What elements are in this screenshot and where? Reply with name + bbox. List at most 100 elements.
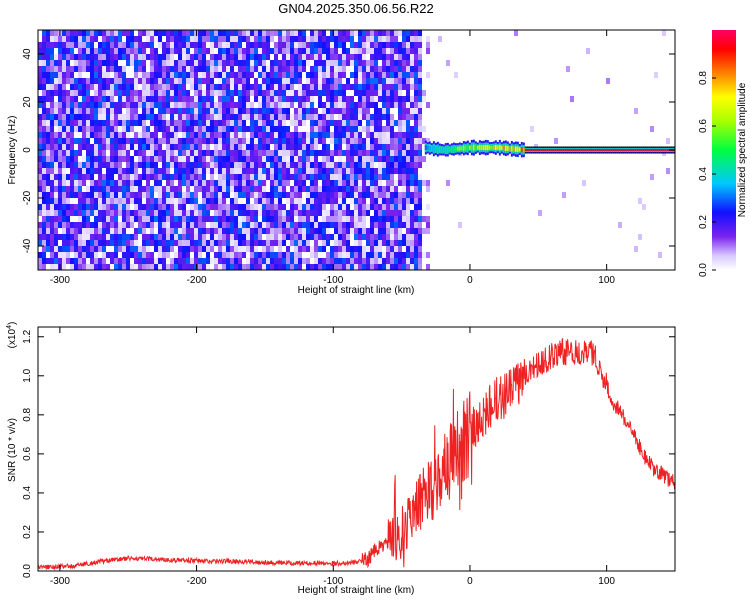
heatmap-cell [154, 30, 158, 36]
x-tick-label: -100 [323, 576, 343, 587]
heatmap-cell [138, 222, 142, 228]
heatmap-cell [54, 234, 58, 240]
heatmap-cell [294, 264, 298, 270]
heatmap-cell [206, 78, 210, 84]
heatmap-cell [94, 258, 98, 264]
heatmap-cell [246, 138, 250, 144]
heatmap-cell [122, 150, 126, 156]
heatmap-cell [366, 258, 370, 264]
heatmap-cell [402, 240, 406, 246]
heatmap-cell [162, 96, 166, 102]
heatmap-cell [46, 60, 50, 66]
heatmap-cell [78, 180, 82, 186]
heatmap-cell [322, 204, 326, 210]
heatmap-cell [62, 72, 66, 78]
heatmap-cell [138, 252, 142, 258]
signal-band-edge [654, 146, 657, 148]
heatmap-cell [134, 84, 138, 90]
heatmap-cell [146, 78, 150, 84]
heatmap-cell [54, 114, 58, 120]
heatmap-cell [302, 150, 306, 156]
heatmap-cell [354, 138, 358, 144]
heatmap-cell [126, 144, 130, 150]
heatmap-cell [242, 54, 246, 60]
heatmap-cell [282, 150, 286, 156]
heatmap-cell [410, 36, 414, 42]
heatmap-cell [194, 246, 198, 252]
heatmap-cell [314, 162, 318, 168]
heatmap-cell [62, 108, 66, 114]
heatmap-cell [178, 30, 182, 36]
heatmap-cell [118, 198, 122, 204]
heatmap-cell [242, 162, 246, 168]
heatmap-cell [234, 84, 238, 90]
heatmap-cell [374, 186, 378, 192]
heatmap-cell [66, 138, 70, 144]
heatmap-cell [198, 222, 202, 228]
signal-band-edge [594, 146, 597, 148]
heatmap-cell [246, 162, 250, 168]
heatmap-cell [402, 96, 406, 102]
heatmap-cell [170, 228, 174, 234]
heatmap-cell [230, 60, 234, 66]
heatmap-cell [66, 30, 70, 36]
heatmap-cell [410, 114, 414, 120]
heatmap-cell [94, 192, 98, 198]
heatmap-cell [86, 96, 90, 102]
heatmap-cell [130, 180, 134, 186]
heatmap-cell [350, 150, 354, 156]
heatmap-cell [38, 114, 42, 120]
heatmap-cell [102, 162, 106, 168]
heatmap-cell [254, 204, 258, 210]
heatmap-cell [410, 60, 414, 66]
heatmap-cell [42, 30, 46, 36]
heatmap-cell [330, 222, 334, 228]
heatmap-cell [214, 252, 218, 258]
heatmap-cell [254, 120, 258, 126]
heatmap-cell [154, 156, 158, 162]
heatmap-cell [294, 150, 298, 156]
heatmap-cell [406, 150, 410, 156]
heatmap-cell [258, 54, 262, 60]
heatmap-cell [294, 192, 298, 198]
heatmap-cell [58, 126, 62, 132]
heatmap-cell [162, 126, 166, 132]
heatmap-cell [42, 222, 46, 228]
heatmap-cell [158, 222, 162, 228]
heatmap-cell [114, 258, 118, 264]
heatmap-cell [182, 60, 186, 66]
heatmap-cell [118, 78, 122, 84]
signal-band-cell [436, 146, 439, 152]
heatmap-cell [218, 192, 222, 198]
heatmap-cell [402, 252, 406, 258]
heatmap-cell [186, 222, 190, 228]
heatmap-cell [358, 168, 362, 174]
heatmap-cell [258, 72, 262, 78]
heatmap-cell [218, 186, 222, 192]
heatmap-cell [266, 108, 270, 114]
svg-text:(x104): (x104) [6, 322, 18, 349]
heatmap-cell [298, 192, 302, 198]
heatmap-cell [214, 192, 218, 198]
heatmap-cell [38, 162, 42, 168]
heatmap-cell [366, 30, 370, 36]
heatmap-cell [194, 180, 198, 186]
heatmap-cell [66, 72, 70, 78]
heatmap-cell [118, 234, 122, 240]
heatmap-cell [382, 42, 386, 48]
heatmap-cell [58, 102, 62, 108]
heatmap-cell [78, 174, 82, 180]
heatmap-cell [334, 42, 338, 48]
heatmap-cell [190, 162, 194, 168]
heatmap-cell [198, 210, 202, 216]
heatmap-cell [54, 228, 58, 234]
heatmap-cell [78, 228, 82, 234]
heatmap-cell [326, 222, 330, 228]
heatmap-cell [62, 240, 66, 246]
heatmap-cell [378, 222, 382, 228]
heatmap-cell [354, 84, 358, 90]
heatmap-cell [246, 222, 250, 228]
spectrogram-cells [38, 30, 675, 270]
heatmap-cell [74, 240, 78, 246]
snr-y-axis: 0.00.20.40.60.81.01.2 [22, 329, 675, 578]
